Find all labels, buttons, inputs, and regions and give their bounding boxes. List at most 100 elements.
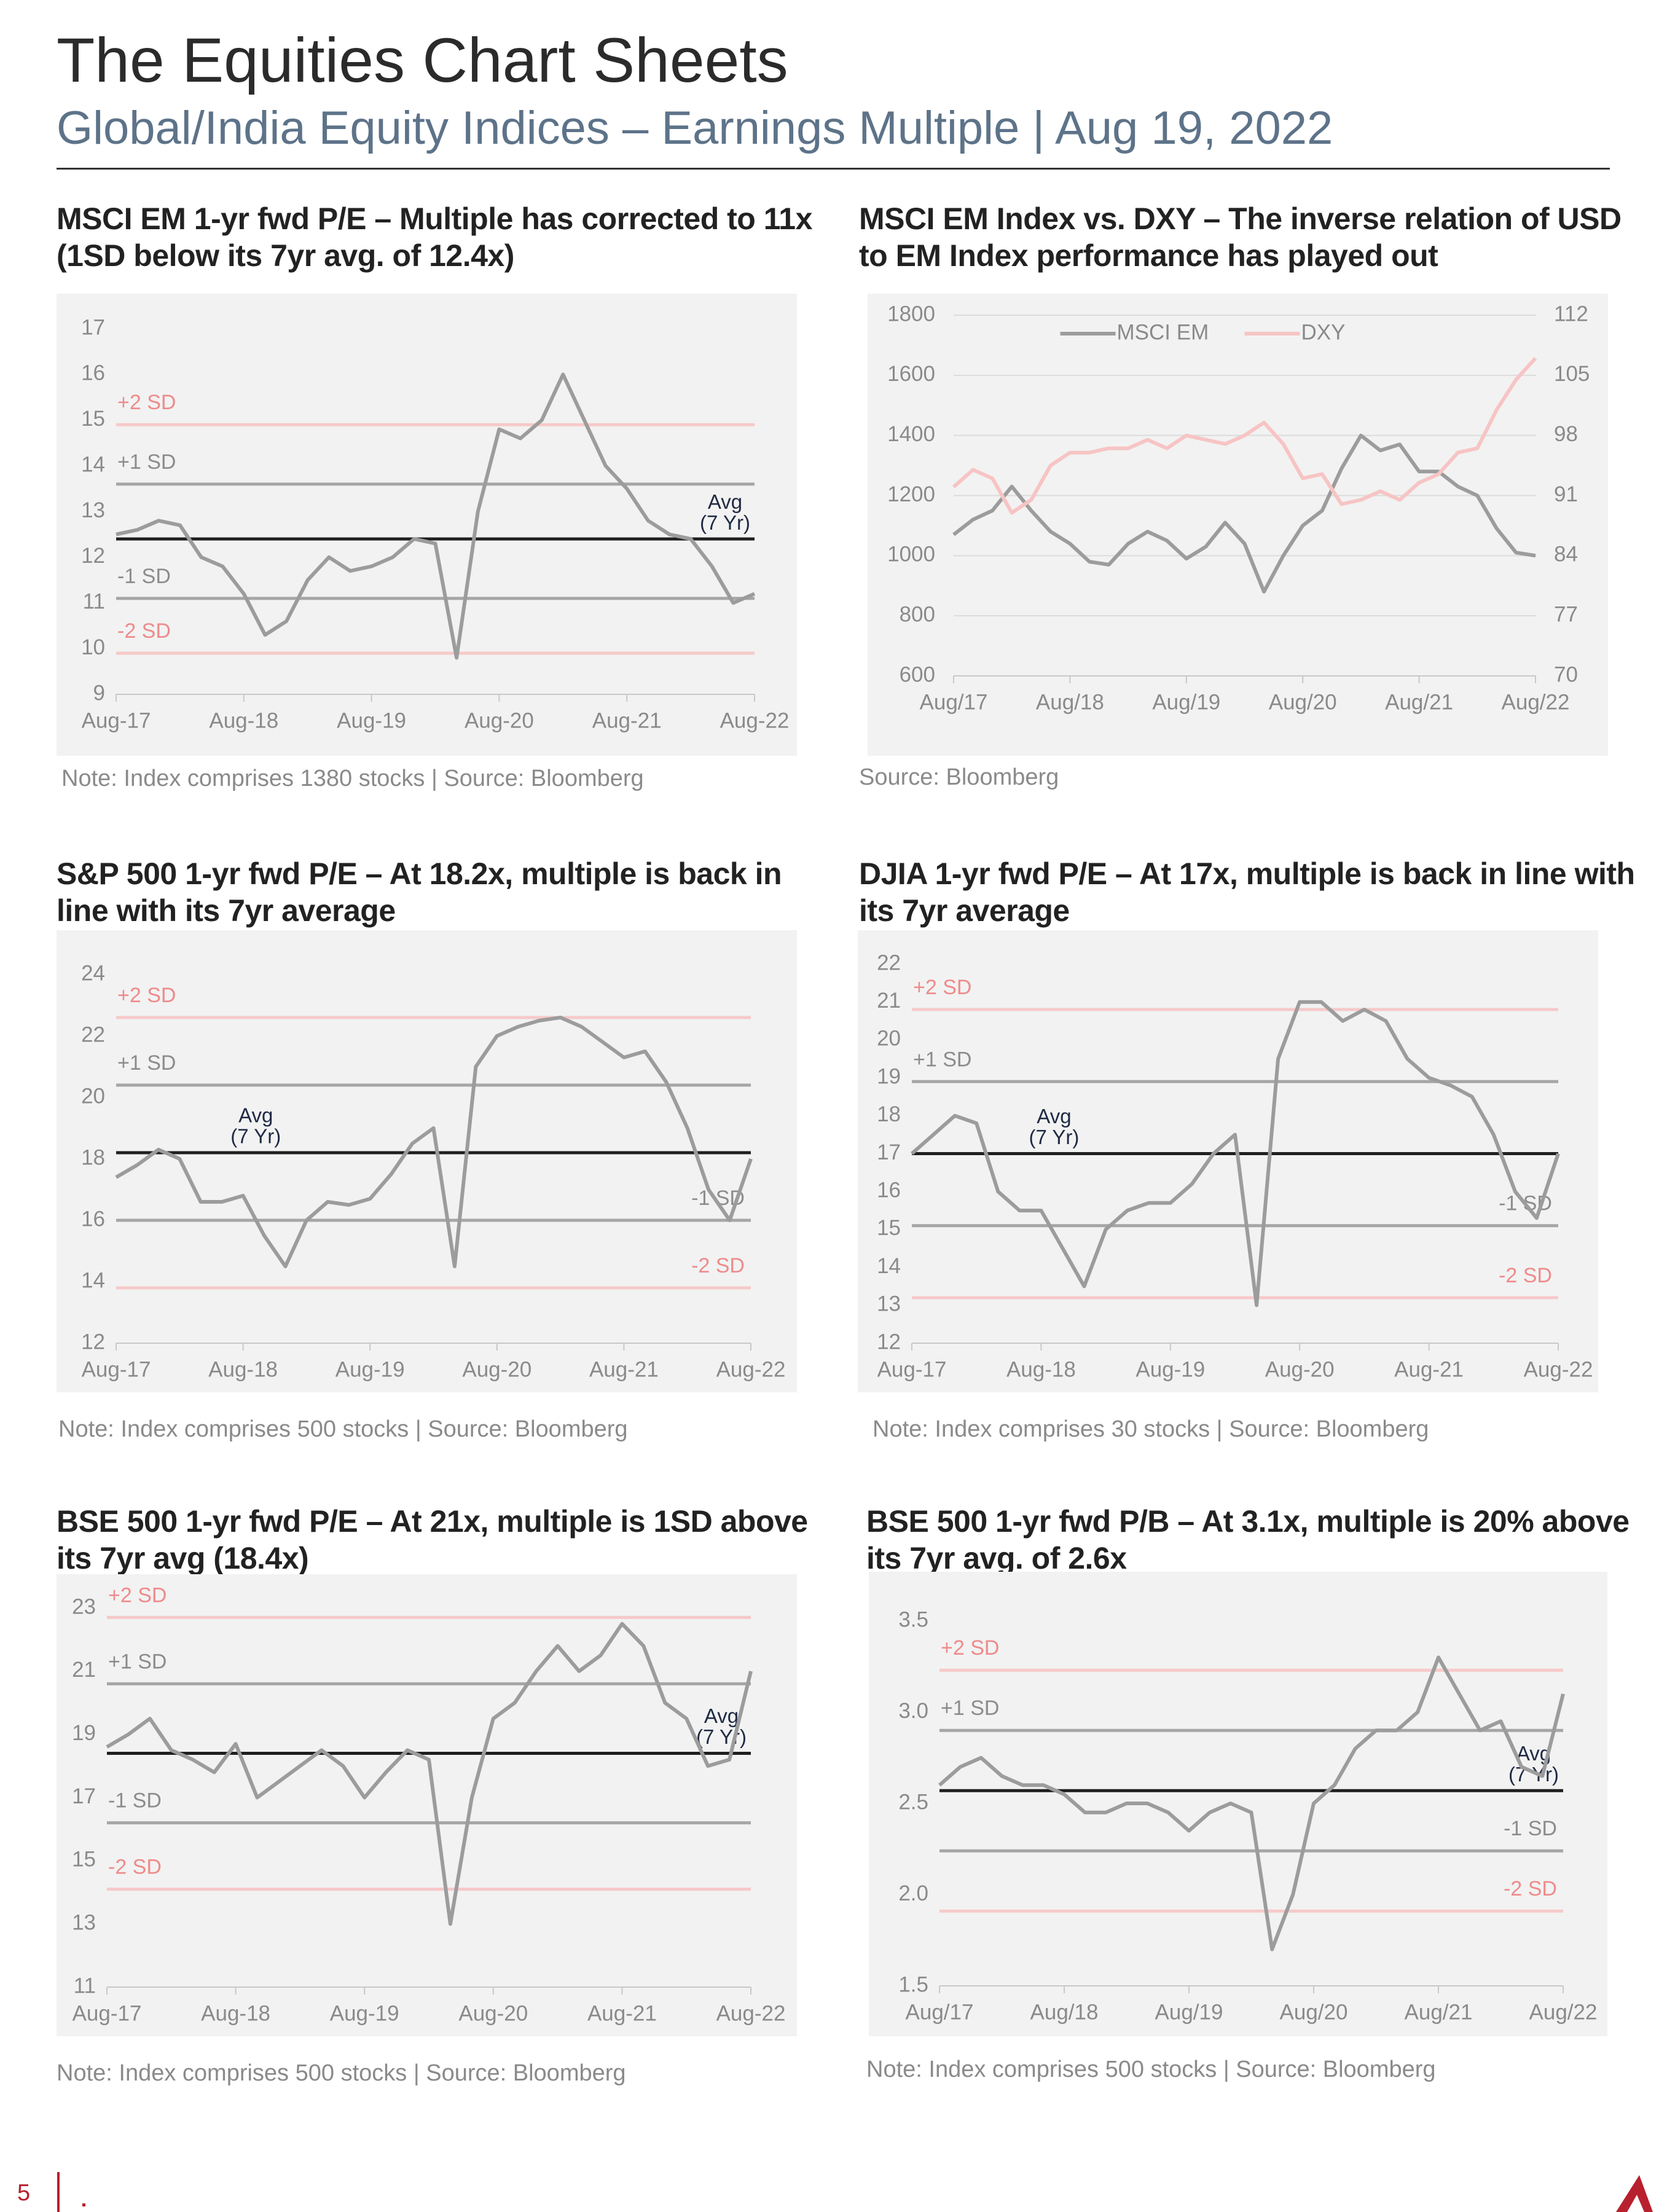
series-line <box>952 356 1537 515</box>
x-tick-label: Aug-20 <box>462 1357 531 1381</box>
chart-heading: BSE 500 1-yr fwd P/B – At 3.1x, multiple… <box>866 1504 1630 1575</box>
y-tick-label: 24 <box>81 961 105 985</box>
series-line <box>911 1000 1560 1308</box>
reference-label: +2 SD <box>913 976 971 999</box>
reference-label: +2 SD <box>117 391 176 414</box>
y-tick-label: 1400 <box>887 422 935 446</box>
page-title: The Equities Chart Sheets <box>57 25 788 95</box>
reference-label: +1 SD <box>117 1051 176 1075</box>
legend-label: MSCI EM <box>1117 320 1209 344</box>
y-tick-label: 1.5 <box>898 1972 928 1996</box>
x-tick-label: Aug/18 <box>1030 2000 1099 2024</box>
avg-label: Avg <box>704 1704 739 1727</box>
y-tick-label: 2.5 <box>898 1790 928 1814</box>
avg-label: Avg <box>238 1104 273 1127</box>
y-tick-label: 17 <box>81 315 105 339</box>
x-tick-label: Aug-19 <box>335 1357 405 1381</box>
chart-note: Note: Index comprises 30 stocks | Source… <box>873 1416 1429 1442</box>
reference-label: +1 SD <box>941 1696 999 1720</box>
x-tick-label: Aug-18 <box>1006 1357 1076 1381</box>
y-tick-label: 23 <box>72 1594 96 1618</box>
header-rule <box>57 168 1610 170</box>
chart: 12 14 16 18 20 22 24 Aug-17 Aug-18 Aug-19 Aug-20 Au… <box>57 930 797 1392</box>
y-tick-label: 800 <box>900 602 935 626</box>
y-tick-label: 18 <box>81 1145 105 1169</box>
reference-label: +2 SD <box>941 1636 999 1660</box>
reference-label: +1 SD <box>108 1650 167 1673</box>
chart-background <box>868 294 1608 756</box>
x-tick-label: Aug-18 <box>201 2001 270 2025</box>
x-tick-label: Aug/20 <box>1280 2000 1348 2024</box>
y-tick-label: 1000 <box>887 543 935 567</box>
x-tick-label: Aug-17 <box>82 1357 151 1381</box>
y-tick-label: 18 <box>877 1102 901 1126</box>
chart-heading: MSCI EM 1-yr fwd P/E – Multiple has corr… <box>57 202 812 273</box>
x-tick-label: Aug-21 <box>1394 1357 1464 1381</box>
x-tick-label: Aug-22 <box>720 708 790 732</box>
series-line <box>115 1016 753 1268</box>
x-tick-label: Aug-21 <box>587 2001 657 2025</box>
x-tick-label: Aug/21 <box>1405 2000 1473 2024</box>
y-tick-label: 12 <box>81 544 105 568</box>
avg-label: Avg <box>1037 1105 1071 1128</box>
x-tick-label: Aug-19 <box>1135 1357 1205 1381</box>
chart-note: Note: Index comprises 1380 stocks | Sour… <box>61 766 644 791</box>
chart-heading: S&P 500 1-yr fwd P/E – At 18.2x, multipl… <box>57 857 782 928</box>
chart: 9 10 11 12 13 14 15 16 17 Aug-17 Aug-18 Aug-19 Aug-2… <box>57 294 797 756</box>
chart-background <box>57 1574 797 2036</box>
y-tick-label: 12 <box>81 1330 105 1354</box>
avg-sublabel: (7 Yr) <box>230 1125 281 1148</box>
y-tick-label: 13 <box>81 498 105 522</box>
x-tick-label: Aug-18 <box>208 1357 278 1381</box>
reference-label: -2 SD <box>1504 1877 1557 1900</box>
x-tick-label: Aug/17 <box>920 690 988 714</box>
x-tick-label: Aug-17 <box>73 2001 142 2025</box>
page-subtitle: Global/India Equity Indices – Earnings M… <box>57 102 1333 154</box>
avg-sublabel: (7 Yr) <box>700 511 750 534</box>
chart-note: Source: Bloomberg <box>859 764 1059 790</box>
x-tick-label: Aug-22 <box>716 2001 786 2025</box>
x-tick-label: Aug-18 <box>209 708 278 732</box>
y-tick-label: 15 <box>81 407 105 431</box>
y-tick-label: 20 <box>81 1084 105 1108</box>
y2-tick-label: 98 <box>1554 422 1578 446</box>
reference-label: +1 SD <box>117 450 176 474</box>
y-tick-label: 9 <box>93 681 105 705</box>
x-tick-label: Aug-19 <box>337 708 406 732</box>
y-tick-label: 10 <box>81 635 105 659</box>
y-tick-label: 11 <box>74 1974 96 1998</box>
reference-label: +2 SD <box>117 984 176 1007</box>
avg-sublabel: (7 Yr) <box>1029 1126 1079 1148</box>
x-tick-label: Aug/19 <box>1155 2000 1223 2024</box>
legend-label: DXY <box>1301 320 1346 344</box>
series-line <box>938 1655 1565 1951</box>
y2-tick-label: 84 <box>1554 543 1578 567</box>
reference-label: -1 SD <box>117 565 171 588</box>
y-tick-label: 14 <box>877 1254 901 1278</box>
series-line <box>106 1622 753 1926</box>
y-tick-label: 20 <box>877 1027 901 1051</box>
x-tick-label: Aug-20 <box>458 2001 528 2025</box>
y-tick-label: 11 <box>83 590 105 614</box>
x-tick-label: Aug-21 <box>592 708 662 732</box>
chart-heading: BSE 500 1-yr fwd P/E – At 21x, multiple … <box>57 1504 808 1575</box>
y-tick-label: 14 <box>81 1268 105 1292</box>
y-tick-label: 12 <box>877 1330 901 1354</box>
x-tick-label: Aug/22 <box>1529 2000 1598 2024</box>
chart: 600 800 1000 1200 1400 1600 1800 70 77 84 91 98 105 1… <box>868 294 1608 756</box>
y-tick-label: 22 <box>81 1022 105 1046</box>
y-tick-label: 1200 <box>887 482 935 506</box>
x-tick-label: Aug-22 <box>1524 1357 1593 1381</box>
chart-background <box>869 1572 1607 2036</box>
chart: 1.5 2.0 2.5 3.0 3.5 Aug/17 Aug/18 Aug/19 Aug/20 A… <box>869 1572 1607 2036</box>
y-tick-label: 21 <box>72 1658 96 1682</box>
y-tick-label: 1800 <box>887 302 935 326</box>
y-tick-label: 600 <box>900 662 935 686</box>
y-tick-label: 17 <box>72 1784 96 1808</box>
x-tick-label: Aug-20 <box>1265 1357 1335 1381</box>
chart-note: Note: Index comprises 500 stocks | Sourc… <box>866 2057 1436 2082</box>
footer-dot <box>82 2203 85 2206</box>
reference-label: -1 SD <box>108 1789 162 1813</box>
x-tick-label: Aug/20 <box>1269 690 1337 714</box>
